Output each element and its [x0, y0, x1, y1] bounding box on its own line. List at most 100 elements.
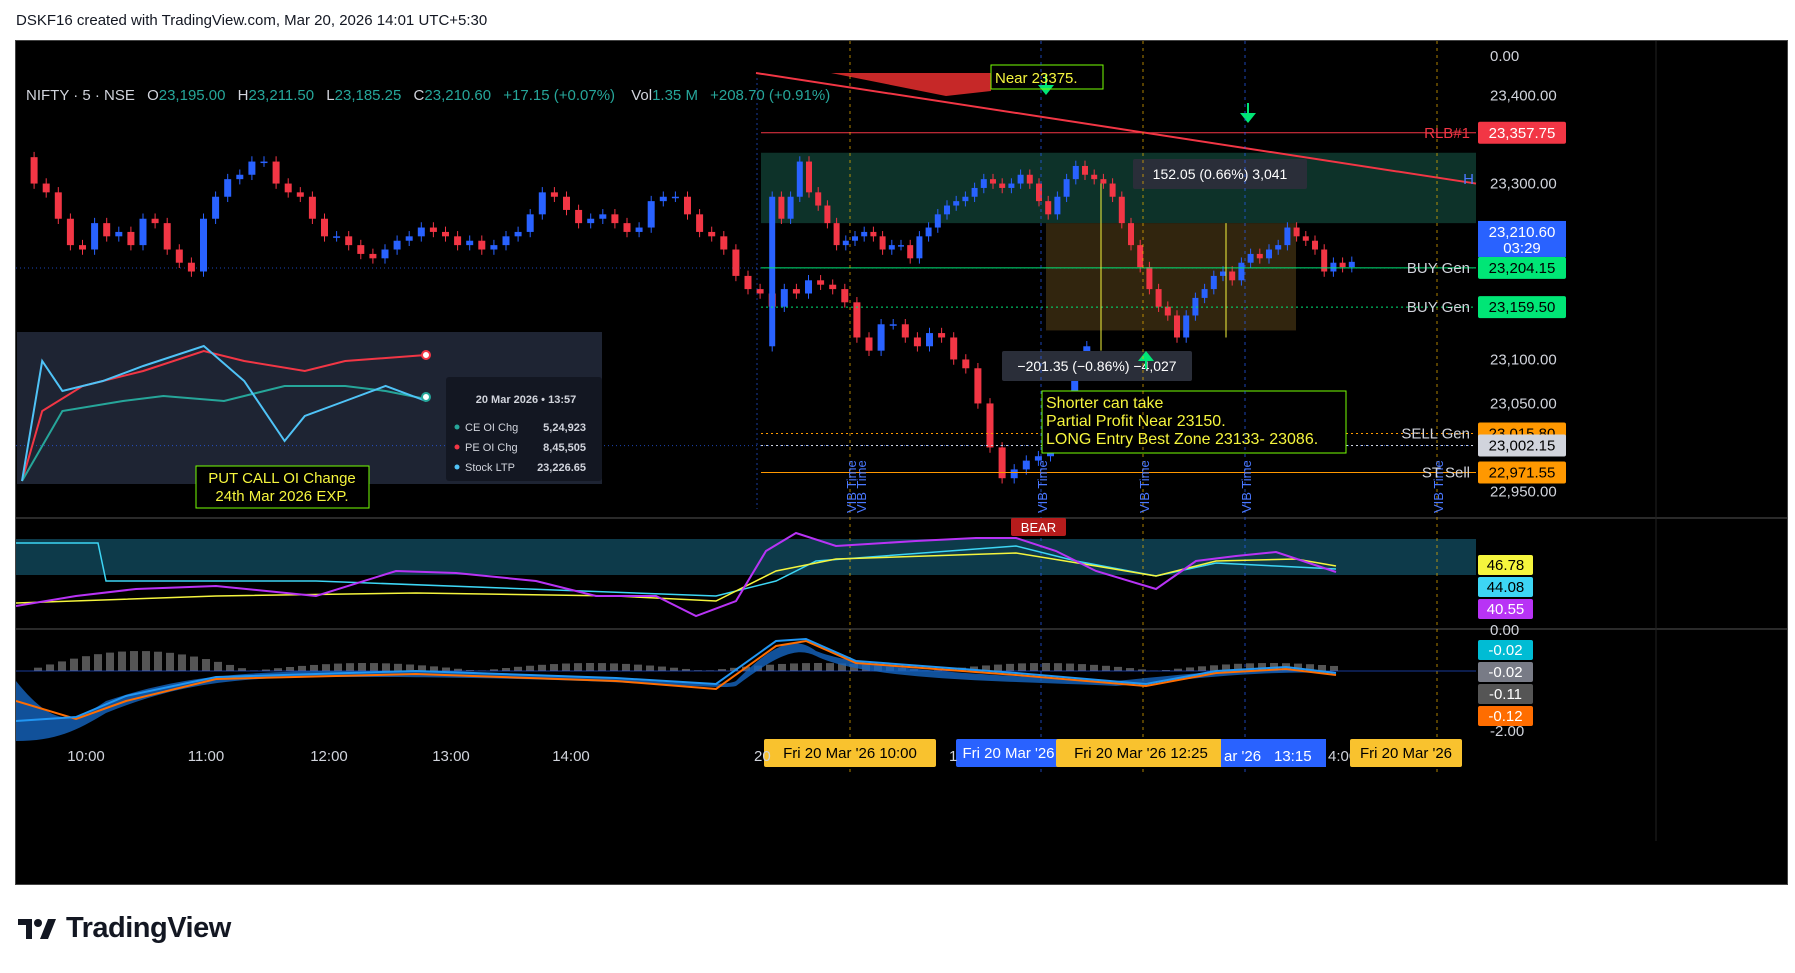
macd-histogram-bar: [202, 659, 210, 671]
candle-body: [999, 183, 1006, 188]
candle-body: [623, 223, 631, 232]
rsi-value-bg: [1478, 555, 1533, 575]
macd-histogram-bar: [718, 669, 726, 671]
candle-body: [66, 218, 74, 246]
candle-body: [852, 236, 858, 241]
time-tick: 11:00: [188, 748, 224, 765]
candle-body: [1137, 245, 1144, 268]
candle-body: [478, 240, 486, 250]
candle-body: [284, 183, 292, 193]
oi-caption-line: PUT CALL OI Change: [208, 470, 356, 487]
signal-arrow-icon: [1138, 351, 1154, 361]
macd-histogram-bar: [682, 668, 690, 671]
candle-body: [417, 227, 425, 237]
macd-histogram-bar: [190, 656, 198, 671]
candle-body: [647, 201, 655, 228]
legend-vol-change: +208.70 (+0.91%): [710, 87, 830, 104]
macd-value-bg: [1478, 662, 1533, 682]
candle-body: [260, 161, 268, 164]
candle-body: [563, 196, 570, 210]
candle-body: [321, 218, 328, 237]
macd-histogram-bar: [634, 664, 642, 671]
time-label: Fri 20 Mar '26: [1360, 745, 1452, 762]
chart-canvas[interactable]: NIFTY · 5 · NSE O23,195.00 H23,211.50 L2…: [16, 41, 1788, 885]
rsi-value: 46.78: [1487, 557, 1525, 574]
macd-histogram-bar: [502, 668, 510, 671]
macd-histogram-bar: [994, 664, 1002, 671]
candle-body: [888, 245, 895, 250]
legend-open: 23,195.00: [159, 87, 226, 104]
candle-body: [1109, 183, 1116, 197]
candle-body: [744, 275, 752, 290]
macd-histogram-bar: [1294, 663, 1302, 671]
top-annotation-text: Near 23375.: [995, 70, 1078, 87]
time-label-bg: [1221, 739, 1326, 767]
price-tick: 23,400.00: [1490, 88, 1557, 105]
candle-body: [796, 161, 803, 197]
macd-histogram-bar: [262, 669, 270, 671]
legend-vol: 1.35 M: [652, 87, 698, 104]
candle-body: [54, 192, 62, 219]
level-value-bg: [1478, 434, 1566, 457]
candle-body: [898, 245, 904, 247]
candle-body: [950, 337, 958, 360]
current-price-bg: [1478, 220, 1566, 257]
time-label-bg: [764, 739, 936, 767]
candle-body: [684, 196, 691, 215]
candle-body: [1330, 262, 1337, 272]
oi-row-label: Stock LTP: [465, 462, 515, 474]
macd-histogram-bar: [346, 663, 354, 671]
time-fragment: 4:00: [1328, 748, 1357, 765]
candle-body: [466, 240, 474, 246]
level-name: RLB#1: [1424, 125, 1470, 142]
candle-body: [575, 209, 583, 224]
chart-frame[interactable]: NIFTY · 5 · NSE O23,195.00 H23,211.50 L2…: [15, 40, 1788, 885]
candle-body: [971, 187, 978, 197]
candle-body: [842, 240, 849, 246]
candle-body: [907, 245, 914, 259]
macd-histogram-bar: [142, 651, 150, 671]
candle-body: [538, 192, 546, 215]
candle-body: [587, 218, 595, 224]
candle-body: [980, 179, 987, 188]
candle-body: [1256, 253, 1263, 259]
macd-histogram-bar: [1006, 663, 1014, 671]
current-price-countdown: 03:29: [1503, 240, 1541, 257]
oi-row-dot: [454, 444, 460, 450]
candle-body: [212, 196, 220, 219]
candle-body: [944, 205, 950, 215]
tradingview-logo[interactable]: TradingView: [16, 912, 231, 945]
macd-histogram-bar: [1318, 664, 1326, 671]
candle-body: [30, 157, 38, 184]
macd-histogram-bar: [1030, 663, 1038, 671]
macd-histogram-bar: [442, 667, 450, 671]
legend-open-label: O: [147, 87, 159, 104]
candle-body: [1275, 245, 1282, 250]
price-tick: 23,300.00: [1490, 176, 1557, 193]
macd-histogram-bar: [1066, 663, 1074, 671]
candle-body: [1071, 368, 1079, 404]
candle-body: [1266, 249, 1272, 259]
measure-up-label: 152.05 (0.66%) 3,041: [1153, 166, 1288, 182]
macd-histogram-bar: [514, 666, 522, 671]
candle-body: [1174, 315, 1180, 338]
macd-histogram-bar: [490, 669, 498, 671]
macd-histogram-bar: [658, 666, 666, 671]
macd-histogram-bar: [670, 667, 678, 671]
candle-body: [780, 289, 788, 307]
candle-body: [829, 284, 837, 290]
candle-body: [1082, 165, 1088, 175]
time-label: Fri 20 Mar '26: [962, 745, 1054, 762]
macd-histogram-bar: [1186, 667, 1194, 671]
macd-histogram-bar: [166, 652, 174, 671]
macd-histogram-bar: [1090, 664, 1098, 671]
candle-body: [224, 179, 232, 197]
macd-histogram-bar: [418, 665, 426, 671]
macd-area: [16, 643, 1336, 741]
level-value: 23,159.50: [1489, 299, 1556, 316]
candle-body: [671, 196, 679, 199]
candle-body: [925, 227, 932, 237]
time-label: Fri 20 Mar '26 12:25: [1074, 745, 1208, 762]
candle-body: [429, 227, 437, 232]
rsi-value-bg: [1478, 599, 1533, 619]
